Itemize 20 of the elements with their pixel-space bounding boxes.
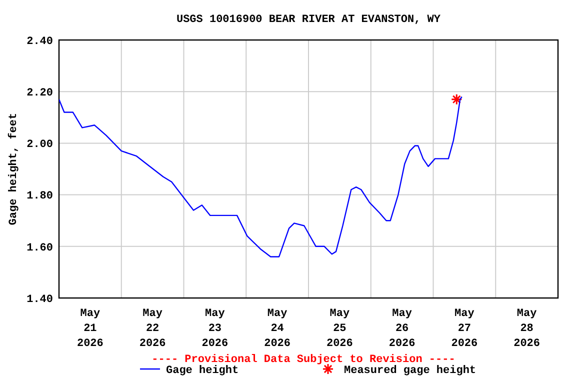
x-tick-label: May 26 2026 [388,308,416,350]
y-tick-label: 1.60 [26,242,53,254]
x-tick-label: May 25 2026 [326,308,353,350]
y-axis-title: Gage height, feet [7,112,20,226]
x-tick-label: May 22 2026 [139,308,166,350]
legend-label: Measured gage height [344,365,476,377]
x-tick-label: May 21 2026 [76,308,104,350]
chart-title: USGS 10016900 BEAR RIVER AT EVANSTON, WY [176,14,441,26]
x-tick-label: May 27 2026 [451,308,478,350]
x-tick-label: May 28 2026 [514,308,540,350]
y-tick-label: 1.40 [26,294,53,306]
line-series [59,96,462,258]
x-tick-label: May 24 2026 [264,308,291,350]
x-tick-label: May 23 2026 [202,308,228,350]
y-tick-label: 2.40 [26,36,53,48]
legend-label: Gage height [166,365,239,377]
y-tick-label: 2.00 [26,139,53,152]
y-tick-label: 2.20 [26,87,53,100]
text: ---- Provisional Data Subject to Revision ---- [152,354,456,366]
y-tick-label: 1.80 [26,190,53,203]
